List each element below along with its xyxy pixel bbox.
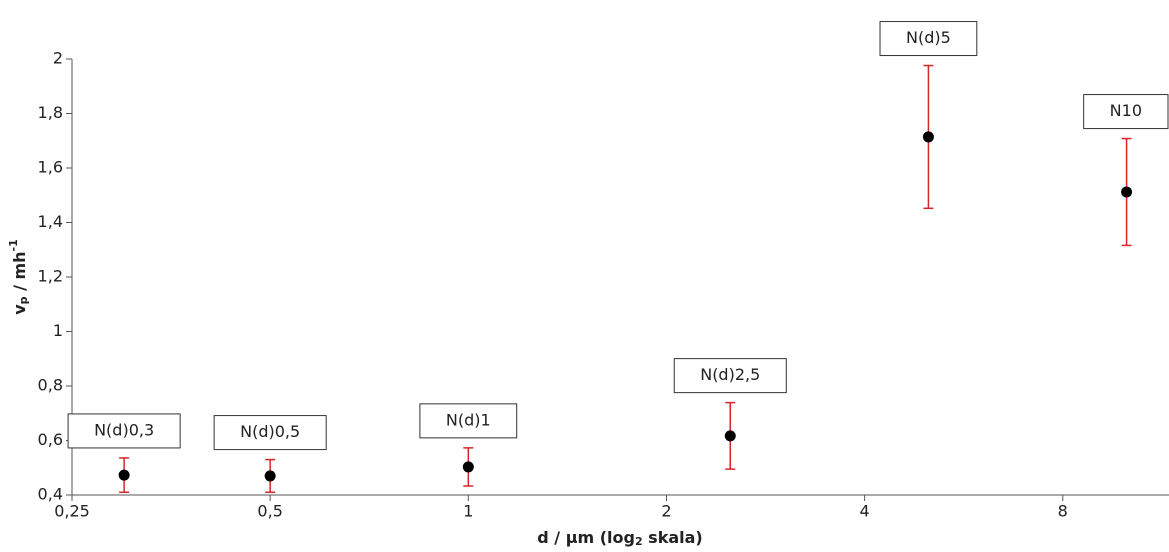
y-tick-label: 1,2: [38, 267, 63, 286]
x-tick-label: 0,5: [257, 502, 282, 521]
x-tick-label: 2: [661, 502, 671, 521]
label-box: [1083, 94, 1169, 130]
label-box: [879, 21, 978, 57]
point: [118, 469, 130, 481]
label-box: [419, 403, 518, 439]
point: [724, 430, 736, 442]
y-tick-label: 0,4: [38, 485, 63, 504]
y-tick-label: 0,8: [38, 376, 63, 395]
y-tick-label: 1,8: [38, 103, 63, 122]
point-label: N(d)2,5: [700, 365, 760, 384]
x-tick-label: 0,25: [54, 502, 90, 521]
point-label: N(d)0,3: [94, 420, 154, 439]
point-label: N10: [1110, 101, 1142, 120]
point-label: N(d)0,5: [240, 422, 300, 441]
y-tick-label: 0,6: [38, 430, 63, 449]
x-tick-label: 8: [1058, 502, 1068, 521]
x-tick-label: 1: [463, 502, 473, 521]
y-tick-label: 2: [53, 49, 63, 68]
x-title-rest: skala): [643, 528, 703, 547]
x-title-sub: 2: [635, 535, 643, 548]
point-label: N(d)1: [446, 410, 491, 429]
point: [1121, 186, 1133, 198]
y-title-main: v: [10, 304, 29, 315]
y-title-sub: p: [17, 296, 30, 304]
label-box: [67, 413, 181, 449]
x-axis-title: d / µm (log2 skala): [537, 528, 702, 549]
label-box: [673, 358, 787, 394]
x-tick-label: 4: [860, 502, 870, 521]
y-title-sup: -1: [7, 239, 20, 251]
label-box: [213, 415, 327, 451]
y-title-rest: / mh: [10, 251, 29, 296]
point: [922, 131, 934, 143]
point: [462, 461, 474, 473]
point: [264, 470, 276, 482]
point-label: N(d)5: [906, 28, 951, 47]
y-tick-label: 1: [53, 321, 63, 340]
x-title-main: d / µm (log: [537, 528, 635, 547]
y-axis-title: vp / mh-1: [7, 239, 30, 315]
y-tick-label: 1,4: [38, 212, 63, 231]
y-tick-label: 1,6: [38, 158, 63, 177]
